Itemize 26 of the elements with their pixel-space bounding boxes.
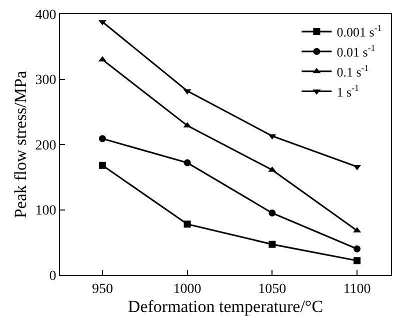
point [98, 135, 106, 142]
point [353, 164, 362, 170]
y-tick-label: 100 [35, 204, 56, 219]
x-tick-label: 1000 [173, 282, 202, 297]
point [184, 220, 191, 228]
point [184, 159, 191, 166]
x-tick-label: 1050 [258, 282, 286, 297]
x-axis-title: Deformation temperature/°C [128, 297, 324, 316]
legend-label: 1 s$^{-1}$ [336, 82, 360, 100]
y-tick-label: 200 [35, 138, 56, 154]
point [354, 257, 361, 264]
y-axis-title: Peak flow stress/MPa [10, 70, 30, 218]
legend-label: 0.001 s$^{-1}$ [336, 23, 382, 40]
point [268, 240, 276, 248]
point [98, 162, 106, 169]
legend-label: 0.01 s$^{-1}$ [336, 43, 376, 60]
y-tick-label: 0 [49, 268, 56, 284]
x-tick-label: 950 [92, 282, 113, 297]
point [268, 210, 276, 217]
y-tick-label: 400 [35, 8, 56, 23]
x-tick-label: 1100 [343, 282, 371, 297]
point [268, 134, 276, 140]
y-tick-label: 300 [35, 73, 56, 88]
legend-label: 0.1 s$^{-1}$ [336, 62, 369, 80]
point [268, 166, 276, 172]
point [354, 245, 361, 252]
